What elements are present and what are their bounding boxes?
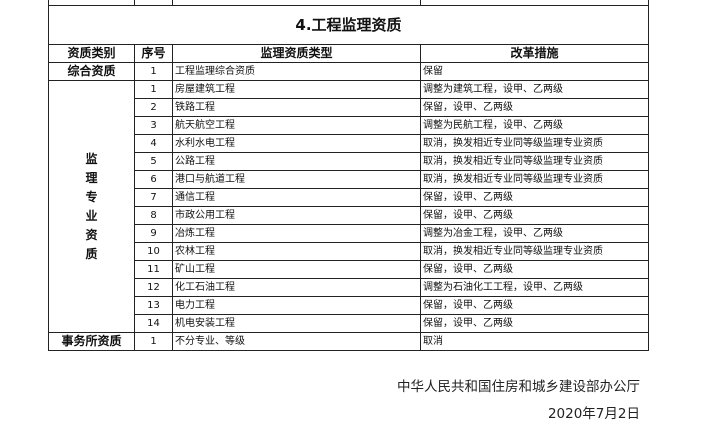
- row-type: 电力工程: [172, 296, 421, 315]
- row-measure: 保留，设甲、乙两级: [420, 314, 649, 333]
- row-no: 11: [134, 260, 173, 279]
- table-row: 13 电力工程 保留，设甲、乙两级: [49, 296, 649, 315]
- row-measure: 保留，设甲、乙两级: [420, 260, 649, 279]
- row-type: 矿山工程: [172, 260, 421, 279]
- row-measure: 取消: [420, 332, 649, 351]
- header-measure: 改革措施: [420, 44, 649, 63]
- row-measure: 调整为冶金工程，设甲、乙两级: [420, 224, 649, 243]
- row-measure: 保留，设甲、乙两级: [420, 98, 649, 117]
- category-specialty: 监理专业资质: [48, 80, 135, 333]
- row-no: 12: [134, 278, 173, 297]
- table-row: 9 冶炼工程 调整为冶金工程，设甲、乙两级: [49, 224, 649, 243]
- row-no: 1: [134, 332, 173, 351]
- issue-date: 2020年7月2日: [547, 406, 640, 422]
- row-measure: 调整为建筑工程，设甲、乙两级: [420, 80, 649, 99]
- row-measure: 调整为民航工程，设甲、乙两级: [420, 116, 649, 135]
- table-row: 监理专业资质 1 房屋建筑工程 调整为建筑工程，设甲、乙两级: [48, 80, 649, 333]
- category-office: 事务所资质: [48, 332, 135, 351]
- header-category: 资质类别: [48, 44, 135, 63]
- category-specialty-label: 监理专业资质: [85, 151, 98, 261]
- row-no: 10: [134, 242, 173, 261]
- table-row: 6 港口与航道工程 取消，换发相近专业同等级监理专业资质: [49, 170, 649, 189]
- row-type: 铁路工程: [172, 98, 421, 117]
- row-no: 2: [134, 98, 173, 117]
- row-no: 13: [134, 296, 173, 315]
- row-measure: 保留，设甲、乙两级: [420, 296, 649, 315]
- row-no: 5: [134, 152, 173, 171]
- category-comprehensive: 综合资质: [48, 62, 135, 81]
- header-type: 监理资质类型: [172, 44, 421, 63]
- row-measure: 取消，换发相近专业同等级监理专业资质: [420, 152, 649, 171]
- table-row: 8 市政公用工程 保留，设甲、乙两级: [49, 206, 649, 225]
- row-no: 7: [134, 188, 173, 207]
- issuer: 中华人民共和国住房和城乡建设部办公厅: [397, 379, 640, 395]
- row-type: 航天航空工程: [172, 116, 421, 135]
- row-no: 9: [134, 224, 173, 243]
- row-measure: 取消，换发相近专业同等级监理专业资质: [420, 242, 649, 261]
- row-type: 机电安装工程: [172, 314, 421, 333]
- section-title: 4.工程监理资质: [48, 5, 649, 45]
- row-type: 化工石油工程: [172, 278, 421, 297]
- table-row: 4 水利水电工程 取消，换发相近专业同等级监理专业资质: [49, 134, 649, 153]
- row-type: 农林工程: [172, 242, 421, 261]
- row-no: 8: [134, 206, 173, 225]
- table-row: 事务所资质 1 不分专业、等级 取消: [48, 332, 649, 351]
- row-type: 通信工程: [172, 188, 421, 207]
- row-no: 1: [134, 62, 173, 81]
- row-no: 4: [134, 134, 173, 153]
- table-row: 3 航天航空工程 调整为民航工程，设甲、乙两级: [49, 116, 649, 135]
- row-type: 水利水电工程: [172, 134, 421, 153]
- row-measure: 取消，换发相近专业同等级监理专业资质: [420, 170, 649, 189]
- table-header: 资质类别 序号 监理资质类型 改革措施: [48, 44, 649, 63]
- row-measure: 保留: [420, 62, 649, 81]
- row-type: 公路工程: [172, 152, 421, 171]
- row-type: 工程监理综合资质: [172, 62, 421, 81]
- row-no: 1: [134, 80, 173, 99]
- row-type: 市政公用工程: [172, 206, 421, 225]
- row-no: 3: [134, 116, 173, 135]
- table-row: 综合资质 1 工程监理综合资质 保留: [48, 62, 649, 81]
- qualification-table: 4.工程监理资质 资质类别 序号 监理资质类型 改革措施 综合资质 1 工程监理…: [48, 0, 649, 351]
- table-row: 2 铁路工程 保留，设甲、乙两级: [49, 98, 649, 117]
- table-row: 7 通信工程 保留，设甲、乙两级: [49, 188, 649, 207]
- row-type: 不分专业、等级: [172, 332, 421, 351]
- table-row: 12 化工石油工程 调整为石油化工工程，设甲、乙两级: [49, 278, 649, 297]
- row-measure: 取消，换发相近专业同等级监理专业资质: [420, 134, 649, 153]
- row-type: 房屋建筑工程: [172, 80, 421, 99]
- row-measure: 保留，设甲、乙两级: [420, 206, 649, 225]
- row-no: 6: [134, 170, 173, 189]
- row-type: 港口与航道工程: [172, 170, 421, 189]
- table-row: 14 机电安装工程 保留，设甲、乙两级: [49, 314, 649, 333]
- table-row: 10 农林工程 取消，换发相近专业同等级监理专业资质: [49, 242, 649, 261]
- row-measure: 保留，设甲、乙两级: [420, 188, 649, 207]
- header-no: 序号: [134, 44, 173, 63]
- row-no: 14: [134, 314, 173, 333]
- row-type: 冶炼工程: [172, 224, 421, 243]
- table-row: 5 公路工程 取消，换发相近专业同等级监理专业资质: [49, 152, 649, 171]
- row-measure: 调整为石油化工工程，设甲、乙两级: [420, 278, 649, 297]
- table-row: 11 矿山工程 保留，设甲、乙两级: [49, 260, 649, 279]
